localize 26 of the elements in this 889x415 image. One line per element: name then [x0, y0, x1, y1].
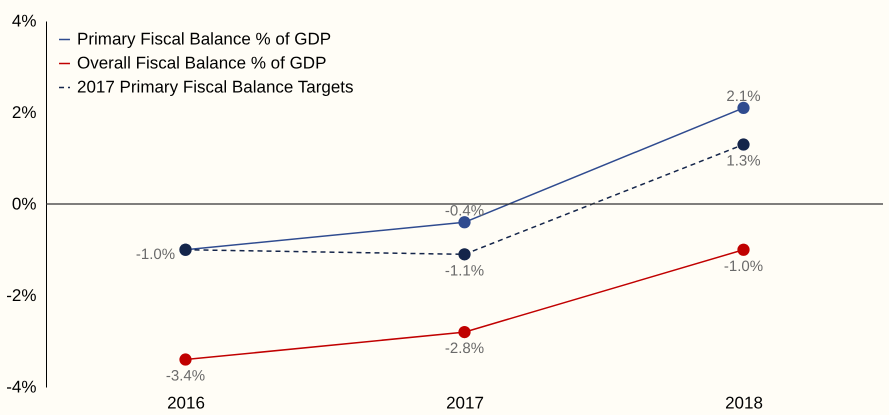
legend-label: 2017 Primary Fiscal Balance Targets [77, 78, 354, 96]
legend-label: Overall Fiscal Balance % of GDP [77, 54, 326, 72]
legend-label: Primary Fiscal Balance % of GDP [77, 30, 332, 48]
data-label: -1.0% [136, 246, 176, 263]
y-tick-label: -4% [6, 378, 36, 396]
x-tick-label: 2016 [167, 394, 205, 412]
data-label: -3.4% [166, 368, 206, 385]
y-tick-label: -2% [6, 286, 36, 305]
y-tick-label: 0% [12, 194, 36, 214]
y-tick-label: 4% [12, 12, 36, 30]
point [458, 326, 471, 338]
y-tick-label: 2% [12, 103, 36, 122]
point [737, 102, 750, 114]
data-label: -0.4% [444, 202, 484, 220]
data-label: 1.3% [726, 152, 761, 170]
data-label: -2.8% [444, 340, 484, 358]
data-label: 2.1% [726, 88, 761, 105]
point [737, 138, 750, 151]
point [458, 216, 471, 228]
x-tick-label: 2017 [446, 394, 484, 412]
data-label: -1.1% [444, 262, 484, 280]
data-label: -1.0% [724, 258, 764, 275]
point [179, 353, 192, 366]
x-tick-label: 2018 [725, 394, 763, 412]
point [458, 248, 471, 260]
point [737, 244, 750, 256]
